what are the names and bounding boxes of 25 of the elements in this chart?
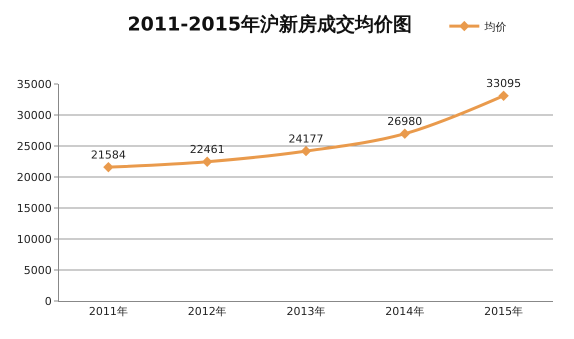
y-tick-label: 0	[44, 294, 52, 308]
y-tick-label: 30000	[16, 108, 52, 122]
y-tick-label: 20000	[16, 170, 52, 184]
y-tick-label: 10000	[16, 232, 52, 246]
data-label: 26980	[387, 114, 422, 128]
y-tick-label: 35000	[16, 78, 52, 91]
y-tick-label: 25000	[16, 140, 52, 153]
legend-label: 均价	[483, 20, 506, 34]
y-tick-label: 5000	[24, 264, 52, 277]
point	[202, 156, 212, 167]
data-label: 21584	[90, 148, 126, 162]
point	[498, 90, 509, 102]
data-label: 24177	[288, 132, 324, 146]
x-tick-label: 2015年	[484, 305, 524, 318]
data-label: 33095	[486, 77, 522, 90]
y-tick-label: 15000	[16, 202, 52, 215]
point	[103, 162, 114, 172]
x-tick-label: 2012年	[188, 305, 227, 318]
data-label: 22461	[190, 142, 225, 156]
x-tick-label: 2013年	[286, 305, 326, 318]
point	[400, 128, 410, 139]
x-tick-label: 2011年	[88, 305, 128, 318]
point	[300, 146, 312, 156]
x-tick-label: 2014年	[385, 305, 424, 318]
chart-title: 2011-2015年沪新房成交均价图	[127, 13, 412, 36]
